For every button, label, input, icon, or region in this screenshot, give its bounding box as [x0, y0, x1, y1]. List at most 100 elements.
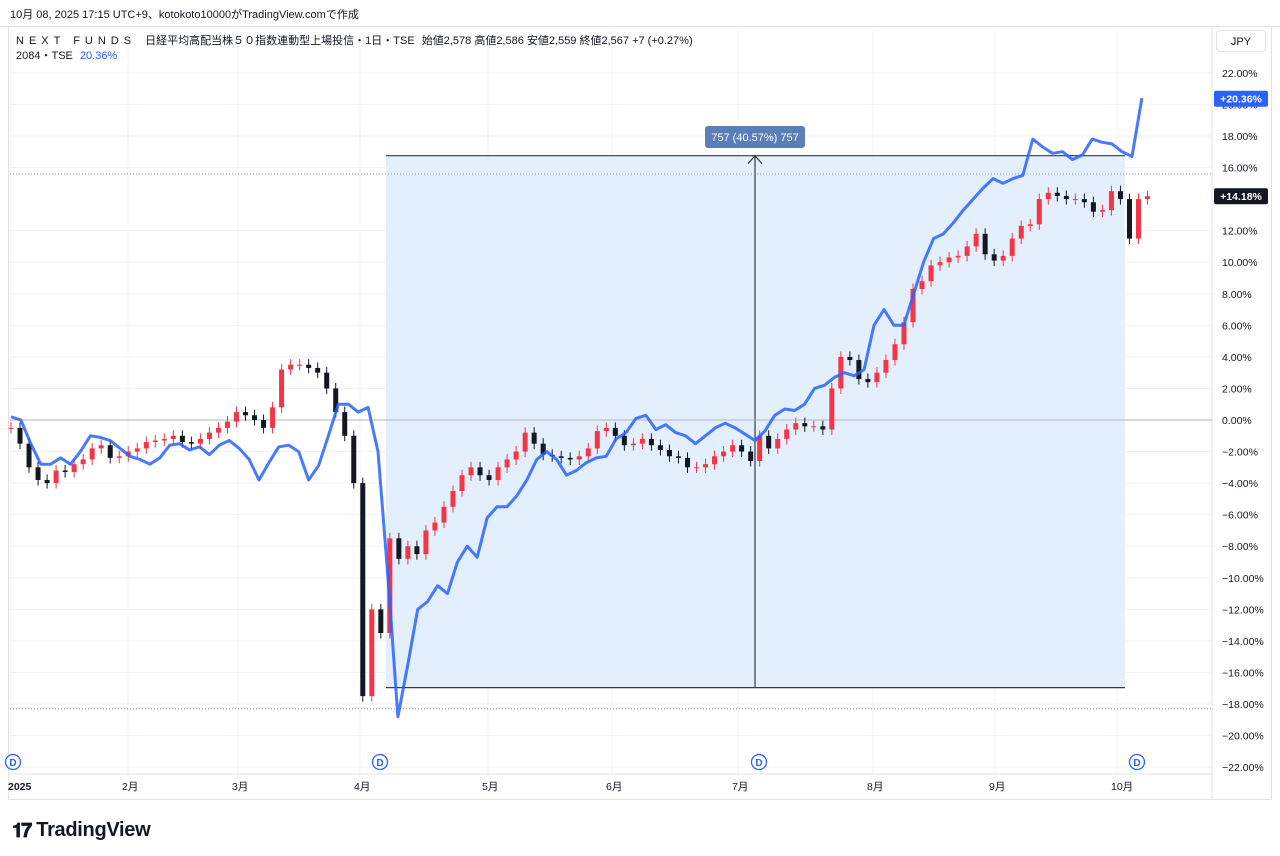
candle-body[interactable]: [757, 435, 763, 462]
candle-body[interactable]: [414, 546, 420, 555]
candle-body[interactable]: [694, 467, 700, 469]
candle-body[interactable]: [712, 456, 718, 465]
candle-body[interactable]: [1145, 196, 1151, 200]
candle-body[interactable]: [937, 262, 943, 266]
candle-body[interactable]: [1090, 202, 1096, 212]
candle-body[interactable]: [1136, 199, 1141, 239]
candle-body[interactable]: [179, 435, 185, 443]
candle-body[interactable]: [116, 456, 122, 458]
candle-body[interactable]: [964, 246, 970, 256]
candle-body[interactable]: [856, 360, 862, 379]
candle-body[interactable]: [468, 467, 474, 476]
candle-body[interactable]: [928, 265, 934, 282]
legend-main[interactable]: NEXT FUNDS 日経平均高配当株５０指数連動型上場投信・1日・TSE 始値…: [16, 32, 693, 48]
candle-body[interactable]: [107, 445, 113, 458]
candle-body[interactable]: [946, 257, 952, 263]
candle-body[interactable]: [648, 438, 654, 446]
candle-body[interactable]: [423, 530, 429, 555]
candle-body[interactable]: [35, 467, 41, 480]
candle-body[interactable]: [252, 415, 258, 420]
candle-body[interactable]: [739, 445, 745, 452]
candle-body[interactable]: [261, 420, 267, 428]
candle-body[interactable]: [1018, 225, 1024, 239]
candle-body[interactable]: [288, 364, 294, 370]
candle-body[interactable]: [685, 457, 690, 468]
candle-body[interactable]: [1036, 199, 1042, 225]
candle-body[interactable]: [188, 442, 194, 444]
dividend-marker[interactable]: [750, 753, 768, 771]
candle-body[interactable]: [847, 356, 853, 361]
candle-body[interactable]: [874, 372, 880, 383]
candle-body[interactable]: [297, 364, 303, 366]
candle-body[interactable]: [477, 467, 483, 476]
candle-body[interactable]: [820, 426, 826, 430]
currency-button[interactable]: JPY: [1216, 30, 1266, 52]
candle-body[interactable]: [522, 432, 528, 452]
candle-body[interactable]: [1045, 192, 1051, 200]
candle-body[interactable]: [1000, 255, 1006, 261]
candle-body[interactable]: [883, 360, 889, 373]
candle-body[interactable]: [955, 255, 961, 258]
candle-body[interactable]: [1054, 192, 1060, 196]
candle-body[interactable]: [89, 448, 95, 460]
candle-body[interactable]: [1081, 199, 1087, 203]
candle-body[interactable]: [234, 412, 239, 422]
candle-body[interactable]: [333, 388, 339, 413]
candle-body[interactable]: [342, 412, 348, 436]
candle-body[interactable]: [531, 432, 537, 444]
candle-body[interactable]: [982, 233, 988, 255]
candle-body[interactable]: [324, 372, 330, 389]
candle-body[interactable]: [315, 367, 321, 373]
candle-body[interactable]: [567, 457, 573, 460]
candle-body[interactable]: [594, 431, 600, 449]
candle-body[interactable]: [432, 522, 438, 531]
candle-body[interactable]: [143, 442, 149, 449]
candle-body[interactable]: [1117, 191, 1123, 200]
candle-body[interactable]: [360, 483, 366, 697]
candle-body[interactable]: [811, 426, 817, 428]
dividend-marker[interactable]: [371, 753, 389, 771]
candle-body[interactable]: [495, 467, 501, 480]
candle-body[interactable]: [829, 388, 835, 430]
candle-body[interactable]: [973, 233, 979, 247]
candle-body[interactable]: [865, 378, 871, 383]
candle-body[interactable]: [44, 479, 50, 484]
compare-series-line[interactable]: [10, 97, 1144, 719]
candle-body[interactable]: [170, 435, 176, 439]
candle-body[interactable]: [991, 254, 997, 261]
candle-body[interactable]: [450, 491, 456, 507]
candle-body[interactable]: [838, 356, 844, 389]
candle-body[interactable]: [558, 456, 564, 458]
candle-body[interactable]: [1009, 238, 1015, 256]
candle-body[interactable]: [1027, 224, 1033, 226]
candle-body[interactable]: [369, 609, 375, 697]
candle-body[interactable]: [53, 470, 59, 484]
candle-body[interactable]: [1099, 210, 1105, 212]
candle-body[interactable]: [793, 423, 799, 430]
candle-body[interactable]: [585, 448, 591, 457]
candle-body[interactable]: [675, 456, 681, 458]
candle-body[interactable]: [270, 407, 276, 428]
candle-body[interactable]: [396, 538, 402, 559]
candle-body[interactable]: [351, 435, 357, 484]
candle-body[interactable]: [8, 427, 14, 429]
dividend-marker[interactable]: [1128, 753, 1146, 771]
candle-body[interactable]: [612, 427, 618, 436]
candle-body[interactable]: [802, 423, 808, 427]
candle-body[interactable]: [901, 322, 907, 345]
candle-body[interactable]: [910, 289, 916, 323]
candle-body[interactable]: [62, 470, 68, 473]
candle-body[interactable]: [279, 369, 285, 408]
candle-body[interactable]: [378, 609, 384, 634]
candle-body[interactable]: [919, 281, 925, 290]
tradingview-logo[interactable]: 𝟏𝟕 TradingView: [12, 816, 151, 844]
candle-body[interactable]: [134, 448, 140, 452]
candle-body[interactable]: [161, 438, 167, 441]
candle-body[interactable]: [1072, 199, 1078, 201]
candle-body[interactable]: [775, 438, 781, 449]
legend-compare-symbol[interactable]: 2084・TSE: [16, 50, 73, 62]
candle-body[interactable]: [441, 506, 447, 523]
candle-body[interactable]: [784, 429, 790, 439]
candle-body[interactable]: [766, 435, 772, 449]
